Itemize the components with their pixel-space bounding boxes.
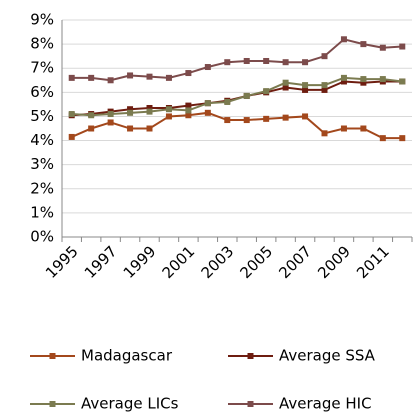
x-tick-label: 1997 [81,242,121,282]
data-point [399,78,406,85]
data-point [127,109,134,116]
y-tick-label: 0% [30,228,54,246]
data-point [243,57,250,64]
x-tick-label: 2001 [159,242,199,282]
y-tick-label: 8% [30,35,54,53]
y-tick-label: 1% [30,203,54,221]
legend-label: Average HIC [279,395,372,413]
legend-label: Average LICs [81,395,179,413]
data-point [321,86,328,93]
data-point [107,119,114,126]
data-point [204,100,211,107]
data-point [107,77,114,84]
data-point [185,112,192,119]
data-point [263,57,270,64]
data-point [263,115,270,122]
y-tick-label: 9% [30,11,54,29]
data-point [146,125,153,132]
data-point [224,98,231,105]
legend-marker [49,401,56,407]
x-tick-label: 2003 [198,242,238,282]
data-point [302,82,309,89]
data-point [107,111,114,118]
data-point [399,43,406,50]
data-point [282,84,289,91]
data-point [127,125,134,132]
data-point [399,135,406,142]
data-point [282,114,289,121]
x-tick-label: 1995 [42,242,82,282]
x-tick-label: 1999 [120,242,160,282]
data-point [360,76,367,83]
y-tick-label: 7% [30,59,54,77]
data-point [165,106,172,113]
data-point [263,88,270,95]
y-tick-label: 3% [30,155,54,173]
data-point [282,79,289,86]
data-point [185,70,192,77]
data-point [224,117,231,124]
data-point [88,74,95,81]
data-point [321,53,328,60]
data-point [146,73,153,80]
data-point [224,59,231,66]
data-point [88,125,95,132]
data-point [360,125,367,132]
data-point [88,112,95,119]
legend-marker [247,353,254,359]
data-point [340,36,347,43]
data-point [204,109,211,116]
data-point [302,113,309,120]
data-point [243,92,250,99]
y-tick-label: 2% [30,179,54,197]
data-point [379,76,386,83]
data-point [321,82,328,89]
data-point [204,64,211,71]
data-point [165,74,172,81]
data-point [185,107,192,114]
y-tick-label: 4% [30,131,54,149]
data-point [185,102,192,109]
series-line [71,38,403,82]
data-point [360,79,367,86]
data-point [68,111,75,118]
data-point [360,41,367,48]
data-point [321,130,328,137]
data-point [146,105,153,112]
data-point [379,135,386,142]
x-tick-label: 2007 [275,242,315,282]
series-line [71,76,403,117]
legend-marker [247,401,254,407]
data-point [340,74,347,81]
legend-marker [49,353,56,359]
y-tick-label: 5% [30,107,54,125]
x-tick-label: 2011 [353,242,393,282]
x-tick-label: 2009 [314,242,354,282]
legend-label: Average SSA [279,347,376,365]
data-point [146,108,153,115]
data-point [379,44,386,51]
data-point [302,59,309,66]
data-point [340,125,347,132]
data-point [243,117,250,124]
x-tick-label: 2005 [236,242,276,282]
data-point [68,133,75,140]
data-point [127,72,134,79]
data-point [282,59,289,66]
y-tick-label: 6% [30,83,54,101]
data-point [127,106,134,113]
data-point [165,113,172,120]
data-point [340,78,347,85]
data-point [68,74,75,81]
data-point [302,86,309,93]
series-line [71,111,403,140]
legend-label: Madagascar [81,347,173,365]
